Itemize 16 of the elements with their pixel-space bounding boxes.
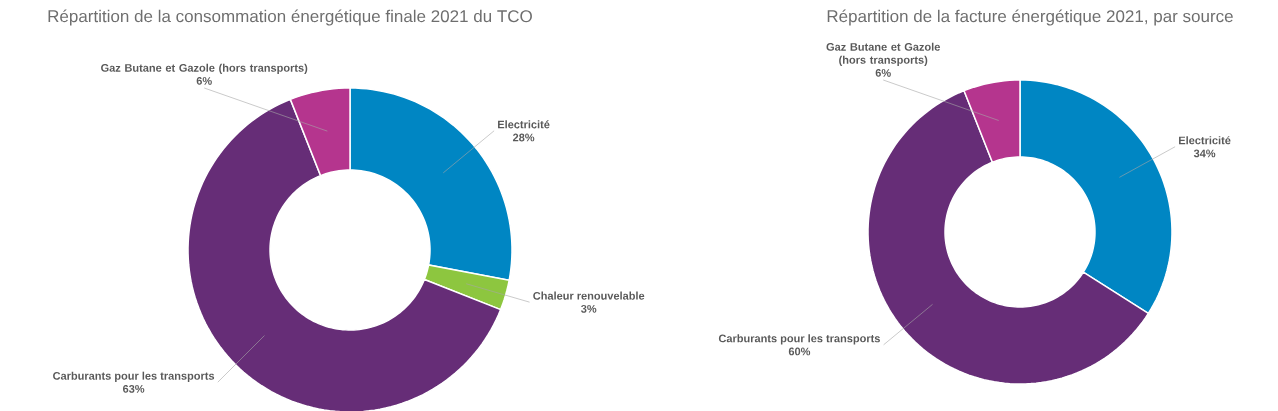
- chart-title: Répartition de la facture énergétique 2021, par source: [827, 9, 1233, 26]
- slice-label: Carburants pour les transports: [53, 371, 215, 382]
- data-label: 28%: [512, 133, 535, 142]
- data-label: 3%: [581, 304, 597, 313]
- slice-label: Electricité: [1179, 136, 1231, 145]
- slice-label: Electricité: [498, 120, 550, 129]
- slice-label: Gaz Butane et Gazole (hors transports): [826, 42, 940, 66]
- data-label: 63%: [123, 384, 145, 393]
- data-label: 6%: [875, 69, 891, 77]
- chart-title: Répartition de la consommation énergétique finale 2021 du TCO: [48, 9, 532, 26]
- slice-label: Carburants pour les transports: [718, 334, 880, 345]
- data-label: 60%: [788, 347, 811, 356]
- slice-label: Chaleur renouvelable: [533, 291, 645, 300]
- data-label: 6%: [196, 77, 212, 85]
- slice-label: Gaz Butane et Gazole (hors transports): [101, 63, 308, 74]
- data-label: 34%: [1193, 149, 1216, 158]
